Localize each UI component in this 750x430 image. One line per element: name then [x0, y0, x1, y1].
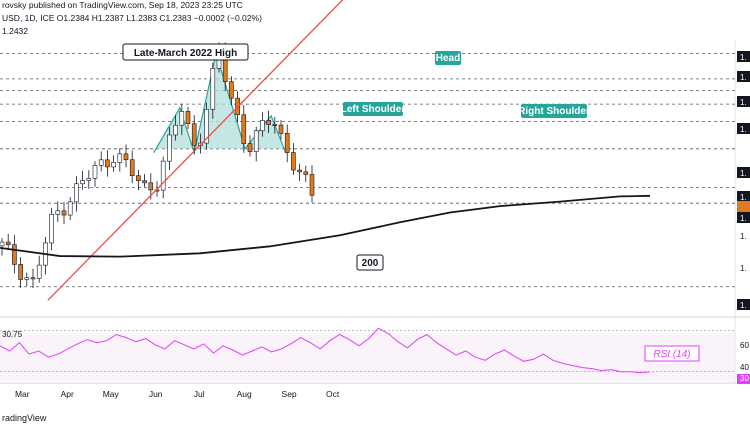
candle-body: [160, 160, 166, 191]
candle-body: [191, 123, 197, 146]
candle-body: [136, 175, 141, 181]
candle-body: [24, 277, 30, 280]
rising-trendline: [47, 0, 344, 301]
candle-body: [229, 81, 234, 99]
price-axis-label: 1.: [740, 53, 747, 62]
candle-body: [284, 133, 290, 153]
candle-body: [49, 213, 54, 244]
price-axis-label: 1.: [740, 193, 747, 202]
candle-body: [55, 210, 61, 215]
time-axis-label: Jun: [149, 389, 163, 399]
candle-body: [142, 180, 147, 184]
time-axis-label: Aug: [237, 389, 252, 399]
price-axis-label: 1.: [740, 125, 747, 134]
candle-body: [272, 124, 278, 127]
candle-body: [86, 178, 92, 181]
price-axis-tag: [737, 71, 750, 82]
annotation-ma-200: 200: [362, 258, 379, 269]
time-axis-label: Apr: [61, 389, 74, 399]
candle-body: [5, 241, 11, 245]
price-axis-tag: [737, 96, 750, 107]
rsi-axis-label: 30: [740, 374, 749, 383]
candle-body: [18, 264, 23, 280]
price-axis-label: 1.: [740, 264, 747, 273]
price-axis-tag: [737, 123, 750, 134]
candle-body: [36, 264, 42, 279]
price-axis-label: 1.: [740, 73, 747, 82]
price-axis-tag: [737, 51, 750, 62]
annotation-ma-200-box: [356, 254, 384, 271]
candle-body: [241, 114, 247, 144]
price-axis-label: 1.: [740, 232, 747, 241]
time-axis-label: Mar: [15, 389, 30, 399]
candle-body: [74, 183, 79, 203]
annotation-right-shoulder-box: [521, 104, 587, 118]
candle-body: [30, 277, 36, 280]
candle-body: [297, 169, 302, 173]
annotation-left-shoulder: Left Shoulder: [341, 104, 406, 115]
rsi-label-box: [644, 345, 700, 362]
annotation-left-shoulder-box: [343, 102, 403, 116]
candle-body: [148, 182, 154, 191]
rsi-overbought-readout: 30.75: [2, 330, 23, 339]
head-shoulders-fill: [153, 53, 286, 153]
price-axis-label: 1.: [740, 301, 747, 310]
rsi-axis-tag: [737, 374, 750, 384]
candle-body: [129, 159, 135, 177]
candle-body: [173, 124, 178, 136]
rsi-axis-label: 60: [740, 341, 749, 350]
candle-body: [117, 153, 123, 163]
tradingview-brand: radingView: [2, 413, 47, 423]
rsi-line: [0, 327, 651, 374]
candle-body: [266, 120, 271, 125]
candle-body: [210, 68, 216, 110]
candle-body: [111, 162, 116, 168]
candle-body: [204, 108, 209, 144]
time-axis-label: Sep: [282, 389, 297, 399]
last-price-tag: [737, 201, 750, 212]
time-axis-label: Jul: [194, 389, 205, 399]
annotation-right-shoulder: Right Shoulder: [518, 106, 590, 117]
candle-body: [92, 165, 98, 179]
candle-body: [309, 174, 315, 196]
annotation-late-march-high: Late-March 2022 High: [134, 48, 237, 59]
price-axis-tag: [737, 167, 750, 178]
candle-body: [80, 180, 85, 185]
price-axis-label: 1.: [740, 169, 747, 178]
rsi-label: RSI (14): [653, 349, 690, 360]
price-axis-tag: [737, 299, 750, 310]
price-axis-label: 1.: [740, 98, 747, 107]
price-axis-tag: [737, 191, 750, 202]
moving-average-200-line: [0, 194, 651, 258]
time-axis-label: Oct: [326, 389, 340, 399]
publisher-line: rovsky published on TradingView.com, Sep…: [2, 0, 243, 10]
candle-body: [105, 159, 110, 168]
annotation-head: Head: [436, 53, 460, 64]
rsi-band: [0, 333, 735, 381]
candle-body: [260, 120, 265, 132]
candle-body: [278, 124, 284, 134]
candle-body: [247, 143, 253, 152]
annotation-late-march-high-box: [122, 43, 249, 61]
candle-body: [98, 159, 104, 166]
price-axis-label: 1.: [740, 214, 747, 223]
candle-body: [67, 201, 73, 216]
candle-body: [185, 111, 191, 124]
rsi-axis-label: 40: [740, 363, 749, 372]
candle-body: [0, 241, 5, 247]
candle-body: [123, 153, 129, 161]
annotation-head-box: [435, 51, 461, 65]
candle-body: [12, 244, 17, 265]
price-readout: 1.2432: [2, 26, 28, 36]
candle-body: [291, 152, 296, 171]
time-axis-label: May: [103, 389, 120, 399]
candle-body: [167, 134, 172, 162]
candle-body: [303, 171, 309, 175]
candle-body: [253, 130, 259, 152]
candle-body: [179, 111, 185, 126]
price-axis-tag: [737, 212, 750, 223]
candle-body: [61, 210, 67, 216]
ohlc-line: USD, 1D, ICE O1.2384 H1.2387 L1.2383 C1.…: [2, 13, 262, 23]
